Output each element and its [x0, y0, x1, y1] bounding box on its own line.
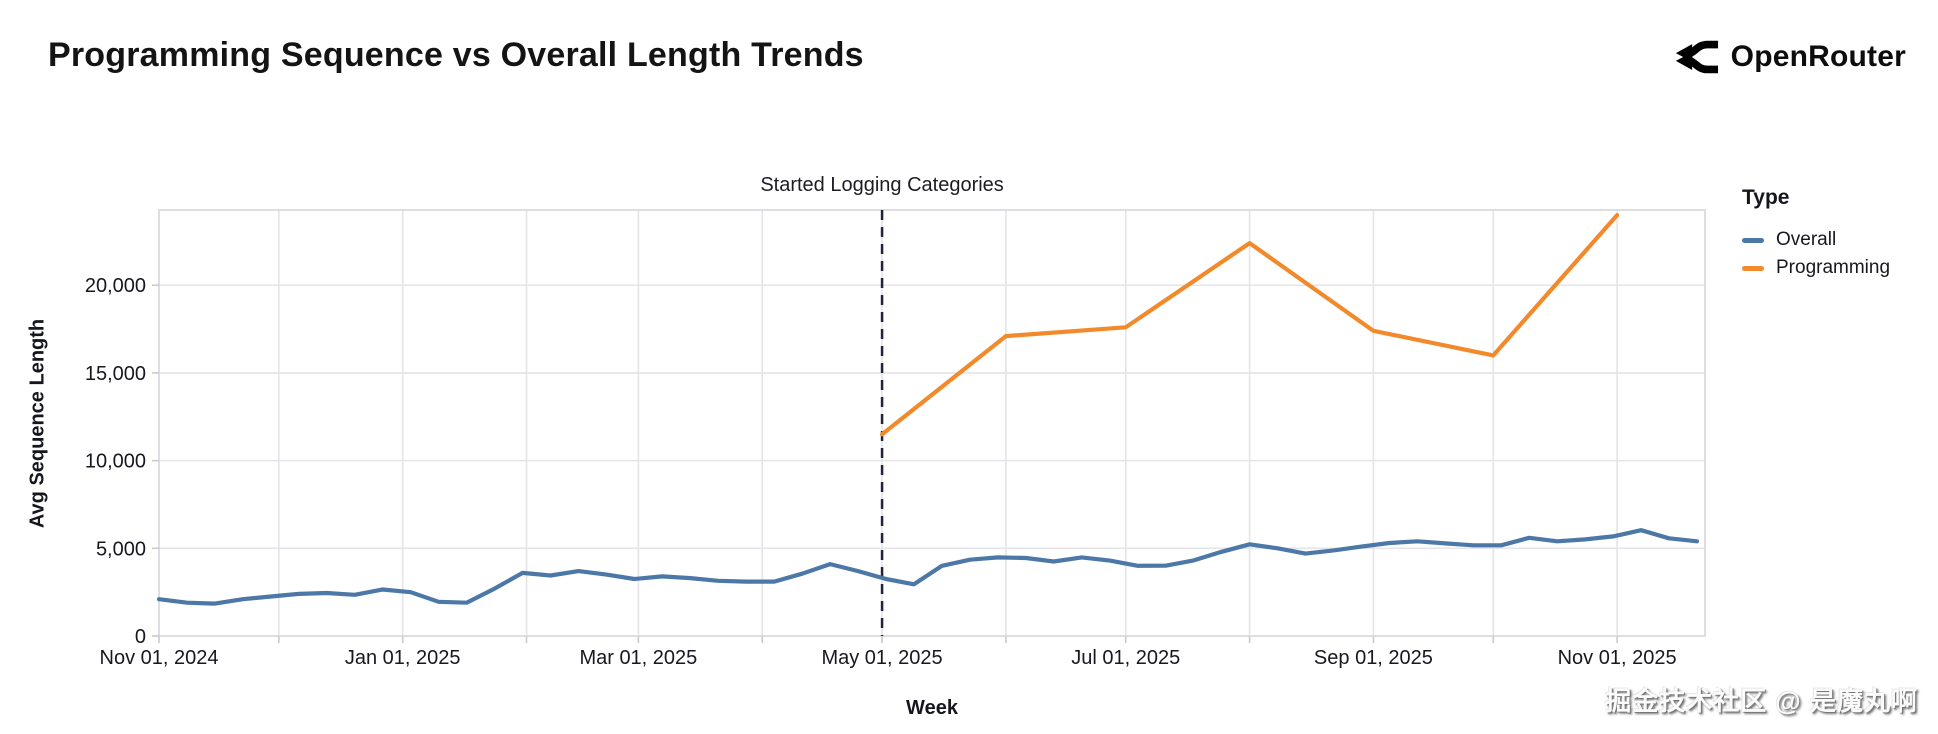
- legend-swatch-overall: [1742, 237, 1764, 243]
- x-tick-label: May 01, 2025: [821, 647, 942, 669]
- x-tick-label: Nov 01, 2024: [100, 647, 219, 669]
- legend-label-overall: Overall: [1776, 229, 1837, 250]
- legend-label-programming: Programming: [1776, 257, 1891, 278]
- legend-swatch-programming: [1742, 265, 1764, 271]
- plot-border: [158, 209, 1706, 637]
- watermark: 掘金技术社区 @ 是魔丸啊: [1605, 686, 1918, 716]
- series-line-programming: [879, 213, 1620, 437]
- y-axis-title: Avg Sequence Length: [26, 318, 49, 529]
- series-line-overall: [156, 528, 1700, 606]
- openrouter-icon: [1675, 40, 1718, 74]
- page-title: Programming Sequence vs Overall Length T…: [48, 36, 864, 74]
- brand-text: OpenRouter: [1730, 40, 1906, 73]
- x-tick-label: Sep 01, 2025: [1314, 647, 1433, 669]
- legend-title: Type: [1742, 186, 1790, 209]
- y-tick-label: 10,000: [85, 451, 146, 473]
- y-tick-label: 15,000: [85, 363, 146, 385]
- x-axis-title: Week: [906, 697, 958, 719]
- annotation-label: Started Logging Categories: [760, 174, 1004, 196]
- x-tick-label: Jul 01, 2025: [1071, 647, 1180, 669]
- openrouter-logo: OpenRouter: [1673, 34, 1906, 80]
- x-tick-label: Mar 01, 2025: [579, 647, 697, 669]
- x-tick-label: Nov 01, 2025: [1558, 647, 1677, 669]
- x-tick-label: Jan 01, 2025: [345, 647, 461, 669]
- y-tick-label: 0: [135, 626, 146, 648]
- y-tick-label: 20,000: [85, 275, 146, 297]
- legend-item-overall: Overall: [1742, 226, 1890, 254]
- legend-item-programming: Programming: [1742, 254, 1890, 282]
- legend: Type Overall Programming: [1742, 186, 1890, 282]
- y-tick-label: 5,000: [96, 538, 146, 560]
